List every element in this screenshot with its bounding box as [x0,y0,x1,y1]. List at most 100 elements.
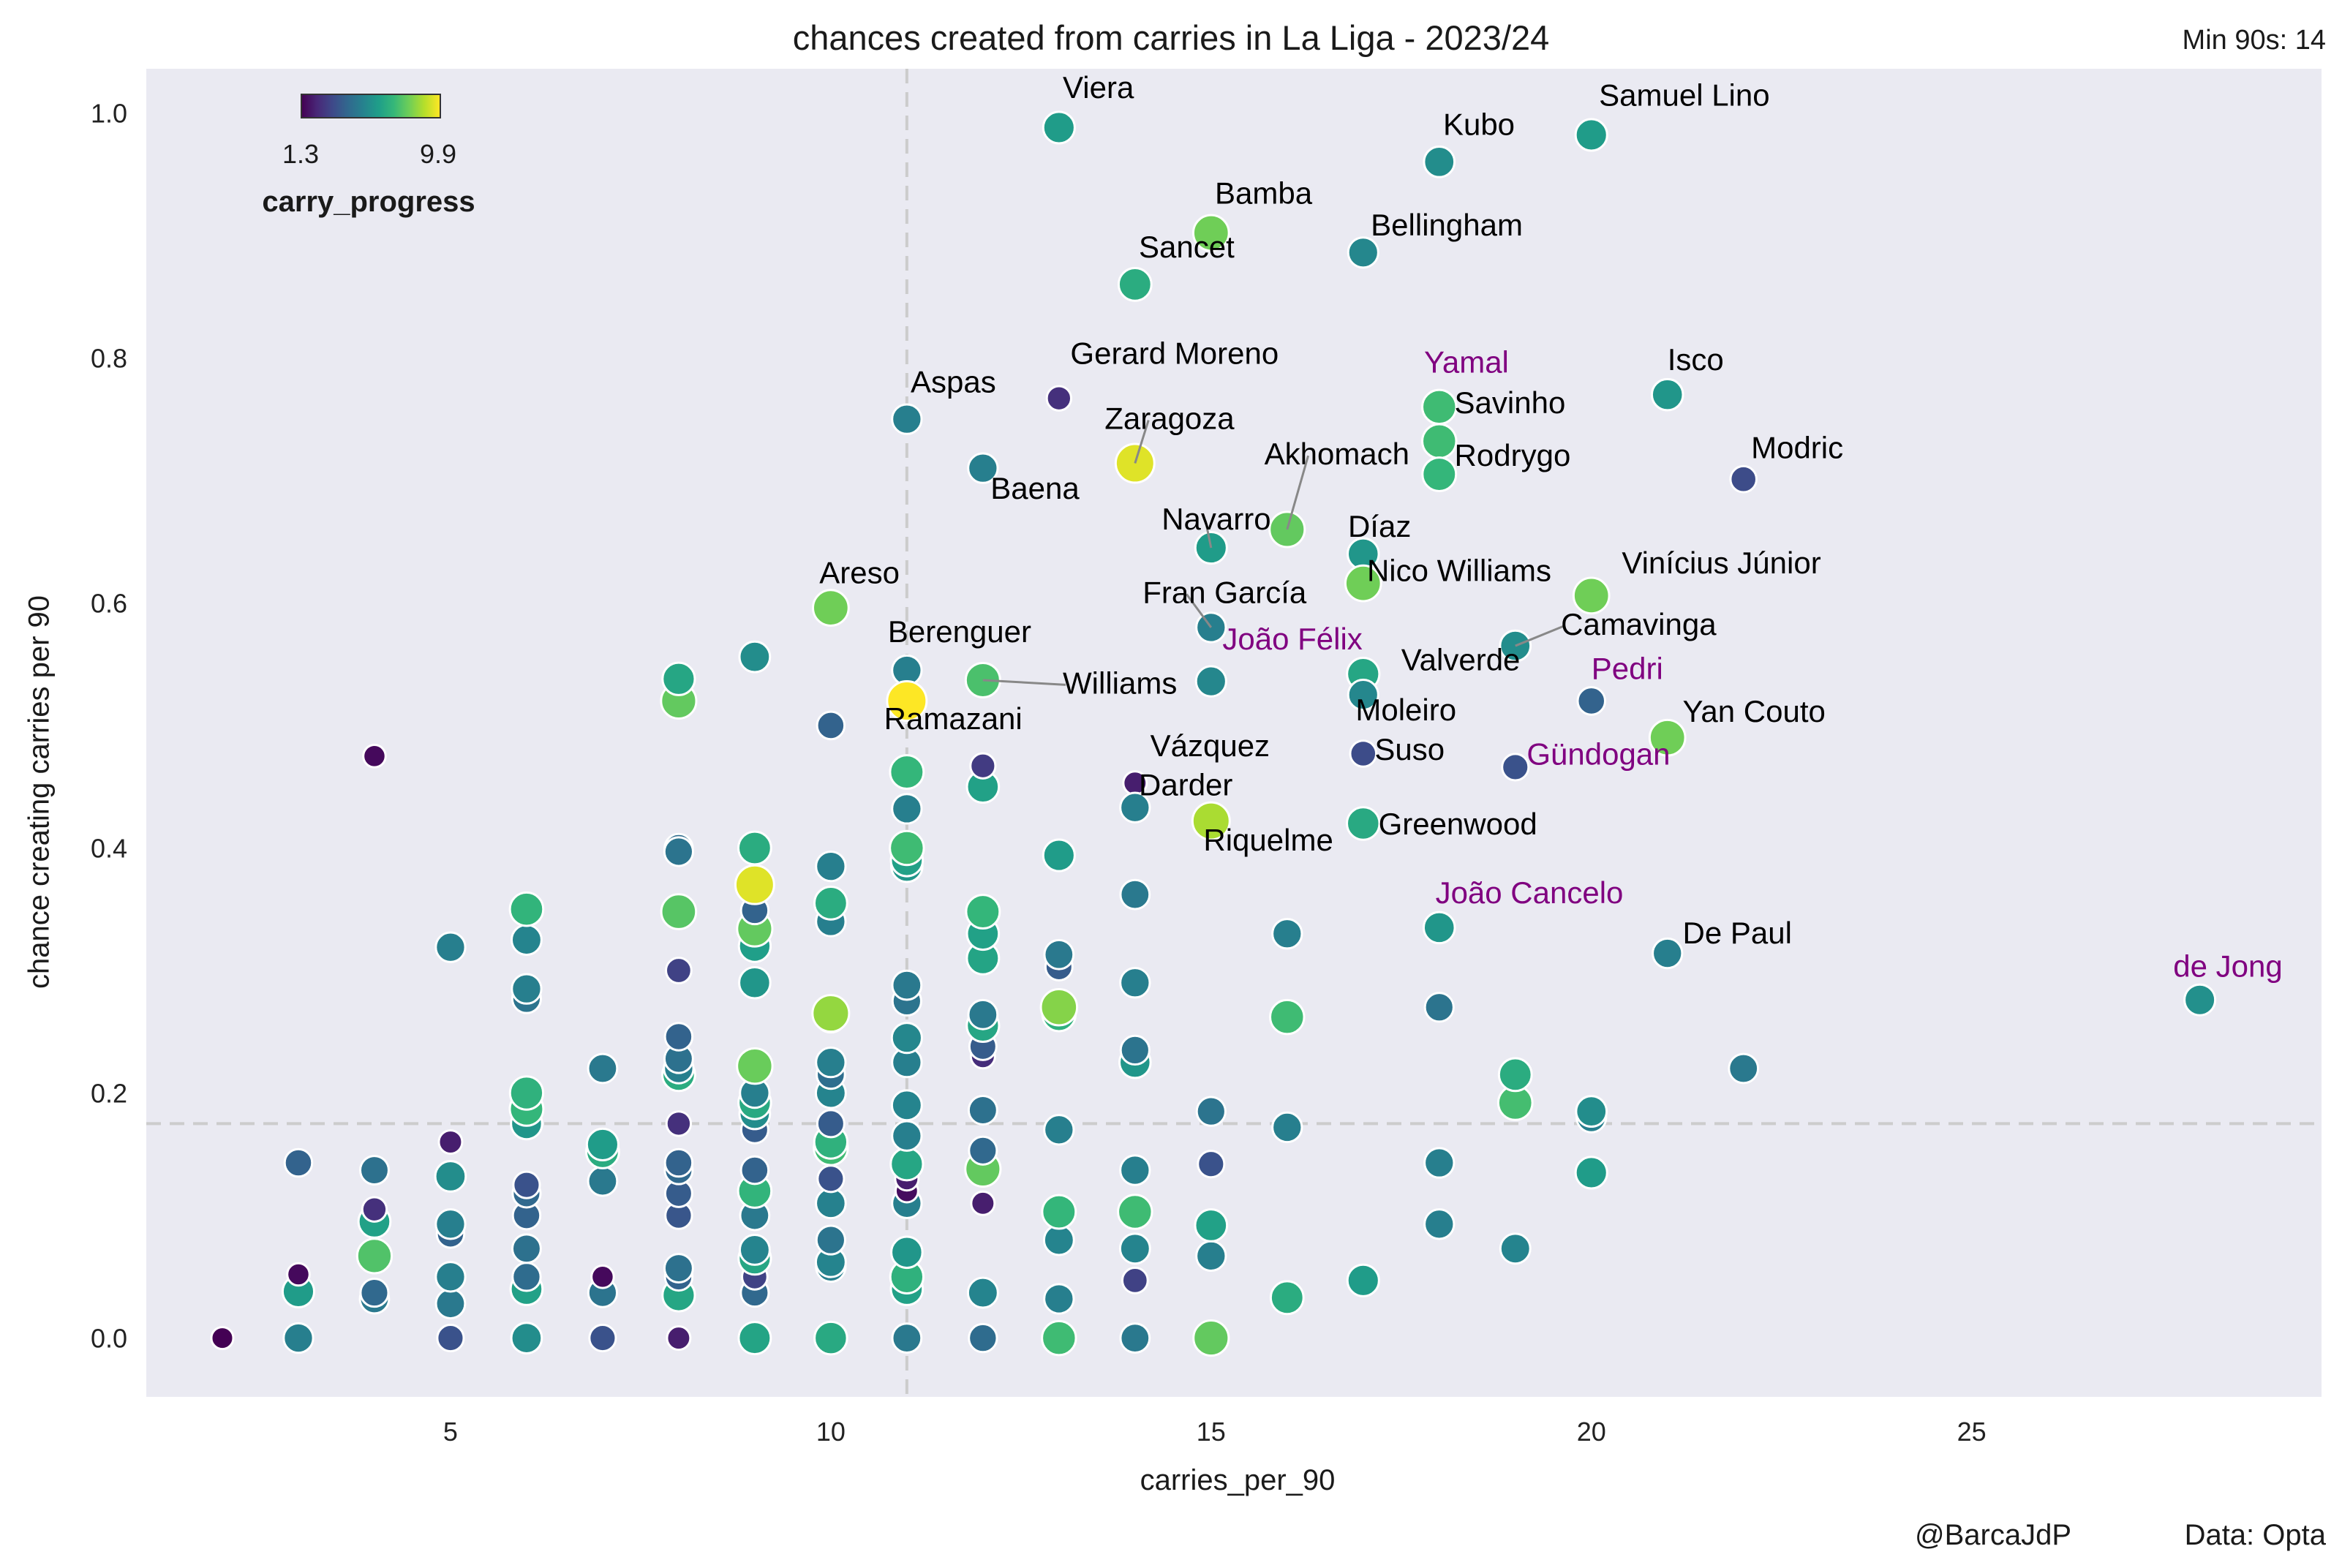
point-label: Fran García [1142,575,1307,609]
data-point [587,1165,619,1197]
data-point-labeled [1119,791,1151,823]
data-point [966,1276,999,1309]
data-point [1119,1154,1151,1186]
data-point [1041,1319,1077,1357]
data-point [282,1322,315,1354]
point-label: Moleiro [1355,693,1456,727]
data-point-labeled [1574,118,1608,152]
point-label: Valverde [1401,643,1521,677]
point-label: Sancet [1139,230,1235,264]
data-point-labeled [1347,236,1379,269]
data-point-labeled [1421,423,1458,460]
data-point-labeled [1729,464,1758,494]
data-point [889,829,925,867]
data-point-labeled [1648,718,1687,757]
data-point [510,1322,543,1354]
data-point [587,1052,619,1085]
data-point [666,1325,692,1352]
data-point [355,1237,394,1275]
data-point [889,1147,925,1182]
colorbar-max-label: 9.9 [419,139,457,169]
point-label: Savinho [1455,385,1566,420]
data-point [1043,1114,1075,1146]
data-point [1041,1194,1077,1230]
data-point [1269,998,1306,1036]
data-point-labeled [891,403,923,435]
label-leader-lines [982,420,1565,686]
point-label: Darder [1139,767,1232,802]
credit-data-source: Data: Opta [2184,1519,2326,1551]
point-label: Berenguer [888,614,1031,649]
data-point [738,965,772,1000]
point-label: De Paul [1683,916,1792,950]
data-point [1499,1232,1532,1265]
point-label: Bamba [1215,176,1313,210]
data-point [965,894,1001,930]
point-labels: Viera Samuel Lino Kubo Bamba Bellingham Sance… [819,70,2282,983]
y-tick-label: 0.4 [91,833,127,863]
point-label: de Jong [2173,949,2282,983]
leader-line [1286,455,1310,530]
plot-area [146,69,2322,1397]
colorbar-title: carry_progress [262,186,475,218]
data-point [738,1234,771,1266]
data-point [811,994,851,1033]
data-point [967,998,999,1030]
x-axis-label: carries_per_90 [1140,1464,1336,1496]
data-point [816,1109,846,1139]
chart-subtitle: Min 90s: 14 [2182,25,2326,56]
data-point [661,661,696,696]
point-label: Baena [990,471,1080,505]
point-label: Viera [1063,70,1134,105]
data-point [434,1288,467,1320]
data-point-labeled [1421,456,1458,492]
data-point [1117,1194,1153,1230]
data-point [663,1147,694,1178]
x-tick-label: 25 [1957,1417,1987,1447]
data-point [1119,967,1151,999]
data-point-labeled [967,452,999,484]
data-point-labeled [1268,510,1306,549]
data-point [739,1155,770,1186]
data-point [1271,918,1303,950]
data-point-labeled [1576,686,1607,716]
data-point [968,1322,998,1354]
data-point [434,931,467,963]
data-point [1119,1322,1151,1354]
data-point [1728,1052,1760,1085]
data-point-labeled [1347,678,1379,712]
data-point [510,924,543,957]
data-point [361,1196,388,1223]
leader-line [982,679,1066,686]
data-point [1119,1034,1151,1066]
x-axis-ticks: 5 10 15 20 25 [443,1417,1987,1447]
data-point [815,1224,846,1256]
data-point [1423,1208,1456,1240]
y-tick-label: 1.0 [91,98,127,128]
point-label: Camavinga [1561,607,1717,641]
data-point [1575,1095,1608,1128]
x-tick-label: 10 [816,1417,846,1447]
point-label: Gündogan [1526,737,1670,772]
data-point [663,1253,694,1284]
point-label: Kubo [1443,107,1515,141]
data-point [362,744,387,769]
data-point-labeled [1114,442,1156,484]
point-label: Vinícius Júnior [1622,546,1820,580]
data-point [1192,1319,1230,1357]
data-point [663,1022,694,1052]
data-point-labeled [2183,983,2217,1017]
data-point [1346,1263,1380,1297]
y-tick-label: 0.8 [91,343,127,373]
data-point [511,1233,542,1264]
data-point [737,830,772,866]
data-point [967,1095,998,1126]
data-point [891,1120,923,1152]
data-point [1195,1240,1227,1273]
data-point-labeled [1045,385,1073,412]
point-label: João Félix [1222,622,1362,656]
data-point [890,1022,923,1055]
point-label: Akhomach [1265,437,1409,471]
data-point [737,1321,772,1356]
point-label: Yan Couto [1683,694,1826,728]
